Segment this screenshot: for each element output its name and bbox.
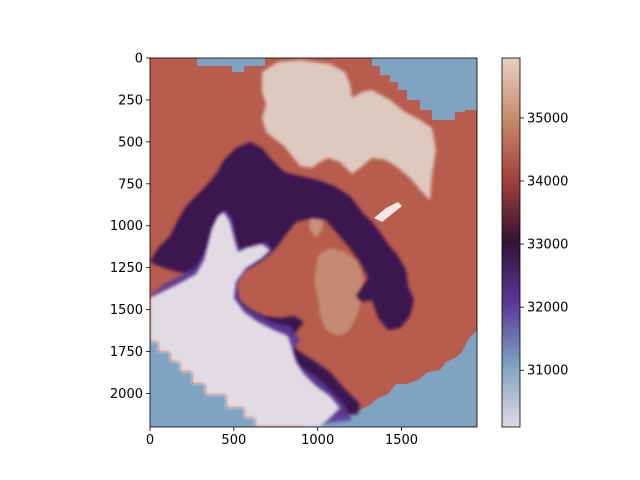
colorbar bbox=[501, 57, 521, 428]
x-tick-label: 0 bbox=[146, 433, 154, 448]
y-tick-label: 1250 bbox=[110, 261, 143, 276]
y-tick-label: 500 bbox=[118, 135, 143, 150]
y-tick-label: 1750 bbox=[110, 345, 143, 360]
y-tick-label: 250 bbox=[118, 93, 143, 108]
colorbar-tick-label: 34000 bbox=[527, 175, 568, 190]
colorbar-tick-label: 31000 bbox=[527, 364, 568, 379]
y-tick-label: 2000 bbox=[110, 387, 143, 402]
colorbar-tick-label: 35000 bbox=[527, 111, 568, 126]
colorbar-tick-label: 33000 bbox=[527, 238, 568, 253]
y-tick-label: 1500 bbox=[110, 303, 143, 318]
region-trough bbox=[150, 142, 414, 416]
y-tick-label: 1000 bbox=[110, 219, 143, 234]
x-axis: 0 500 1000 1500 bbox=[146, 427, 418, 448]
plot-frame bbox=[149, 57, 478, 428]
region-central-bump bbox=[314, 248, 364, 336]
x-tick-label: 500 bbox=[221, 433, 246, 448]
heatmap-image bbox=[150, 58, 477, 427]
region-southern-plateau bbox=[262, 60, 436, 200]
colorbar-axis: 31000 32000 33000 34000 35000 bbox=[520, 111, 568, 379]
y-tick-label: 0 bbox=[135, 52, 143, 67]
y-axis: 0 250 500 750 1000 1250 1500 1750 2000 bbox=[110, 52, 150, 402]
x-tick-label: 1500 bbox=[385, 433, 418, 448]
colorbar-tick-label: 32000 bbox=[527, 301, 568, 316]
y-tick-label: 750 bbox=[118, 177, 143, 192]
x-tick-label: 1000 bbox=[301, 433, 334, 448]
region-speckle bbox=[374, 202, 402, 222]
region-lowland bbox=[150, 212, 340, 427]
